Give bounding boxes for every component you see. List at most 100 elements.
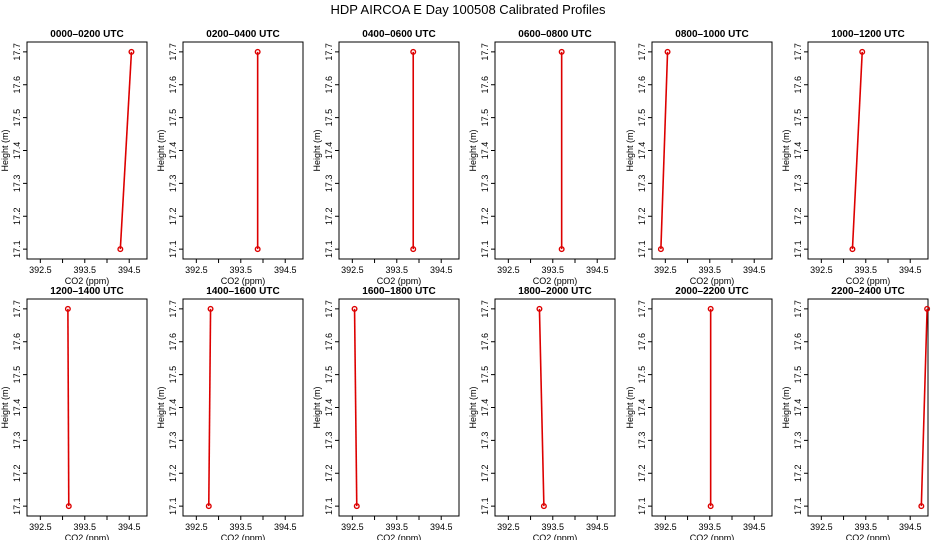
- plot-frame: [651, 41, 773, 260]
- profile-point: [849, 246, 856, 253]
- y-tick-label: 17.5: [324, 366, 334, 384]
- profile-point: [410, 48, 417, 55]
- profile-point: [128, 48, 135, 55]
- y-axis-label: Height (m): [625, 129, 635, 171]
- plot-frame: [494, 41, 616, 260]
- y-tick-label: 17.5: [12, 366, 22, 384]
- panel-title: 0200–0400 UTC: [206, 29, 279, 40]
- plot-frame: [807, 41, 929, 260]
- y-tick-label: 17.5: [480, 366, 490, 384]
- y-tick-label: 17.4: [480, 399, 490, 417]
- y-tick-label: 17.5: [793, 366, 803, 384]
- x-axis-label: CO2 (ppm): [65, 533, 110, 540]
- y-tick-label: 17.3: [324, 432, 334, 450]
- y-tick-label: 17.4: [168, 399, 178, 417]
- panel-title: 1600–1800 UTC: [362, 286, 435, 297]
- x-axis-label: CO2 (ppm): [65, 276, 110, 286]
- y-tick-label: 17.2: [324, 207, 334, 225]
- y-tick-label: 17.2: [480, 207, 490, 225]
- panel-4: 0600–0800 UTC 392.5 393.5 394.5 17.1 17.2 17.3…: [468, 29, 616, 286]
- profile-line: [660, 51, 669, 250]
- profile-point: [254, 246, 261, 253]
- profile-point: [558, 48, 565, 55]
- y-axis-label: Height (m): [156, 129, 166, 171]
- y-tick-label: 17.2: [324, 464, 334, 482]
- profile-line: [353, 308, 358, 507]
- y-tick-label: 17.4: [12, 399, 22, 417]
- y-tick-label: 17.1: [168, 497, 178, 515]
- plot-frame: [182, 41, 304, 260]
- y-tick-label: 17.7: [793, 300, 803, 318]
- panel-5: 0800–1000 UTC 392.5 393.5 394.5 17.1 17.2 17.3…: [625, 29, 773, 286]
- panel-11: 2000–2200 UTC 392.5 393.5 394.5 17.1 17.2 17.3…: [625, 286, 773, 540]
- y-tick-label: 17.6: [793, 333, 803, 351]
- profile-line: [538, 308, 545, 507]
- plot-frame: [651, 298, 773, 517]
- x-tick-label: 392.5: [654, 522, 677, 532]
- profile-point: [536, 305, 543, 312]
- profile-line: [851, 51, 864, 250]
- panel-title: 1400–1600 UTC: [206, 286, 279, 297]
- x-tick-label: 393.5: [699, 522, 722, 532]
- y-tick-label: 17.3: [480, 432, 490, 450]
- y-axis-label: Height (m): [781, 386, 791, 428]
- plot-frame: [182, 298, 304, 517]
- x-axis-label: CO2 (ppm): [846, 276, 891, 286]
- x-tick-label: 392.5: [341, 265, 364, 275]
- y-tick-label: 17.1: [324, 240, 334, 258]
- y-tick-label: 17.1: [637, 240, 647, 258]
- x-axis-label: CO2 (ppm): [221, 533, 266, 540]
- y-tick-label: 17.7: [480, 300, 490, 318]
- panel-2: 0200–0400 UTC 392.5 393.5 394.5 17.1 17.2 17.3…: [156, 29, 304, 286]
- y-tick-label: 17.1: [637, 497, 647, 515]
- plot-frame: [26, 41, 148, 260]
- x-axis-label: CO2 (ppm): [377, 533, 422, 540]
- x-tick-label: 392.5: [341, 522, 364, 532]
- y-axis-label: Height (m): [312, 386, 322, 428]
- y-tick-label: 17.2: [637, 464, 647, 482]
- x-tick-label: 394.5: [118, 522, 141, 532]
- y-tick-label: 17.3: [637, 175, 647, 193]
- panel-8: 1400–1600 UTC 392.5 393.5 394.5 17.1 17.2 17.3…: [156, 286, 304, 540]
- profile-point: [353, 503, 360, 510]
- y-tick-label: 17.1: [324, 497, 334, 515]
- x-tick-label: 394.5: [430, 522, 453, 532]
- y-axis-label: Height (m): [0, 129, 10, 171]
- x-axis-label: CO2 (ppm): [846, 533, 891, 540]
- x-tick-label: 393.5: [855, 522, 878, 532]
- y-axis-label: Height (m): [156, 386, 166, 428]
- y-tick-label: 17.5: [12, 109, 22, 127]
- y-tick-label: 17.4: [480, 142, 490, 160]
- y-tick-label: 17.3: [637, 432, 647, 450]
- x-tick-label: 392.5: [29, 265, 52, 275]
- y-tick-label: 17.5: [793, 109, 803, 127]
- profile-point: [64, 305, 71, 312]
- y-tick-label: 17.3: [12, 175, 22, 193]
- y-tick-label: 17.2: [637, 207, 647, 225]
- y-tick-label: 17.6: [168, 333, 178, 351]
- y-tick-label: 17.5: [168, 109, 178, 127]
- x-tick-label: 392.5: [810, 522, 833, 532]
- x-tick-label: 393.5: [386, 265, 409, 275]
- panel-9: 1600–1800 UTC 392.5 393.5 394.5 17.1 17.2 17.3…: [312, 286, 460, 540]
- panel-title: 0800–1000 UTC: [675, 29, 748, 40]
- panel-12: 2200–2400 UTC 392.5 393.5 394.5 17.1 17.2 17.3…: [781, 286, 931, 540]
- y-tick-label: 17.2: [793, 207, 803, 225]
- y-tick-label: 17.5: [324, 109, 334, 127]
- y-tick-label: 17.3: [12, 432, 22, 450]
- y-tick-label: 17.6: [480, 76, 490, 94]
- y-tick-label: 17.7: [168, 300, 178, 318]
- profile-point: [664, 48, 671, 55]
- plot-frame: [26, 298, 148, 517]
- y-tick-label: 17.7: [793, 43, 803, 61]
- profile-line: [67, 308, 70, 507]
- y-tick-label: 17.4: [168, 142, 178, 160]
- y-tick-label: 17.7: [12, 43, 22, 61]
- y-axis-label: Height (m): [468, 386, 478, 428]
- profile-point: [918, 503, 925, 510]
- y-tick-label: 17.3: [793, 432, 803, 450]
- y-tick-label: 17.4: [637, 142, 647, 160]
- y-tick-label: 17.2: [480, 464, 490, 482]
- y-tick-label: 17.3: [480, 175, 490, 193]
- y-tick-label: 17.1: [12, 240, 22, 258]
